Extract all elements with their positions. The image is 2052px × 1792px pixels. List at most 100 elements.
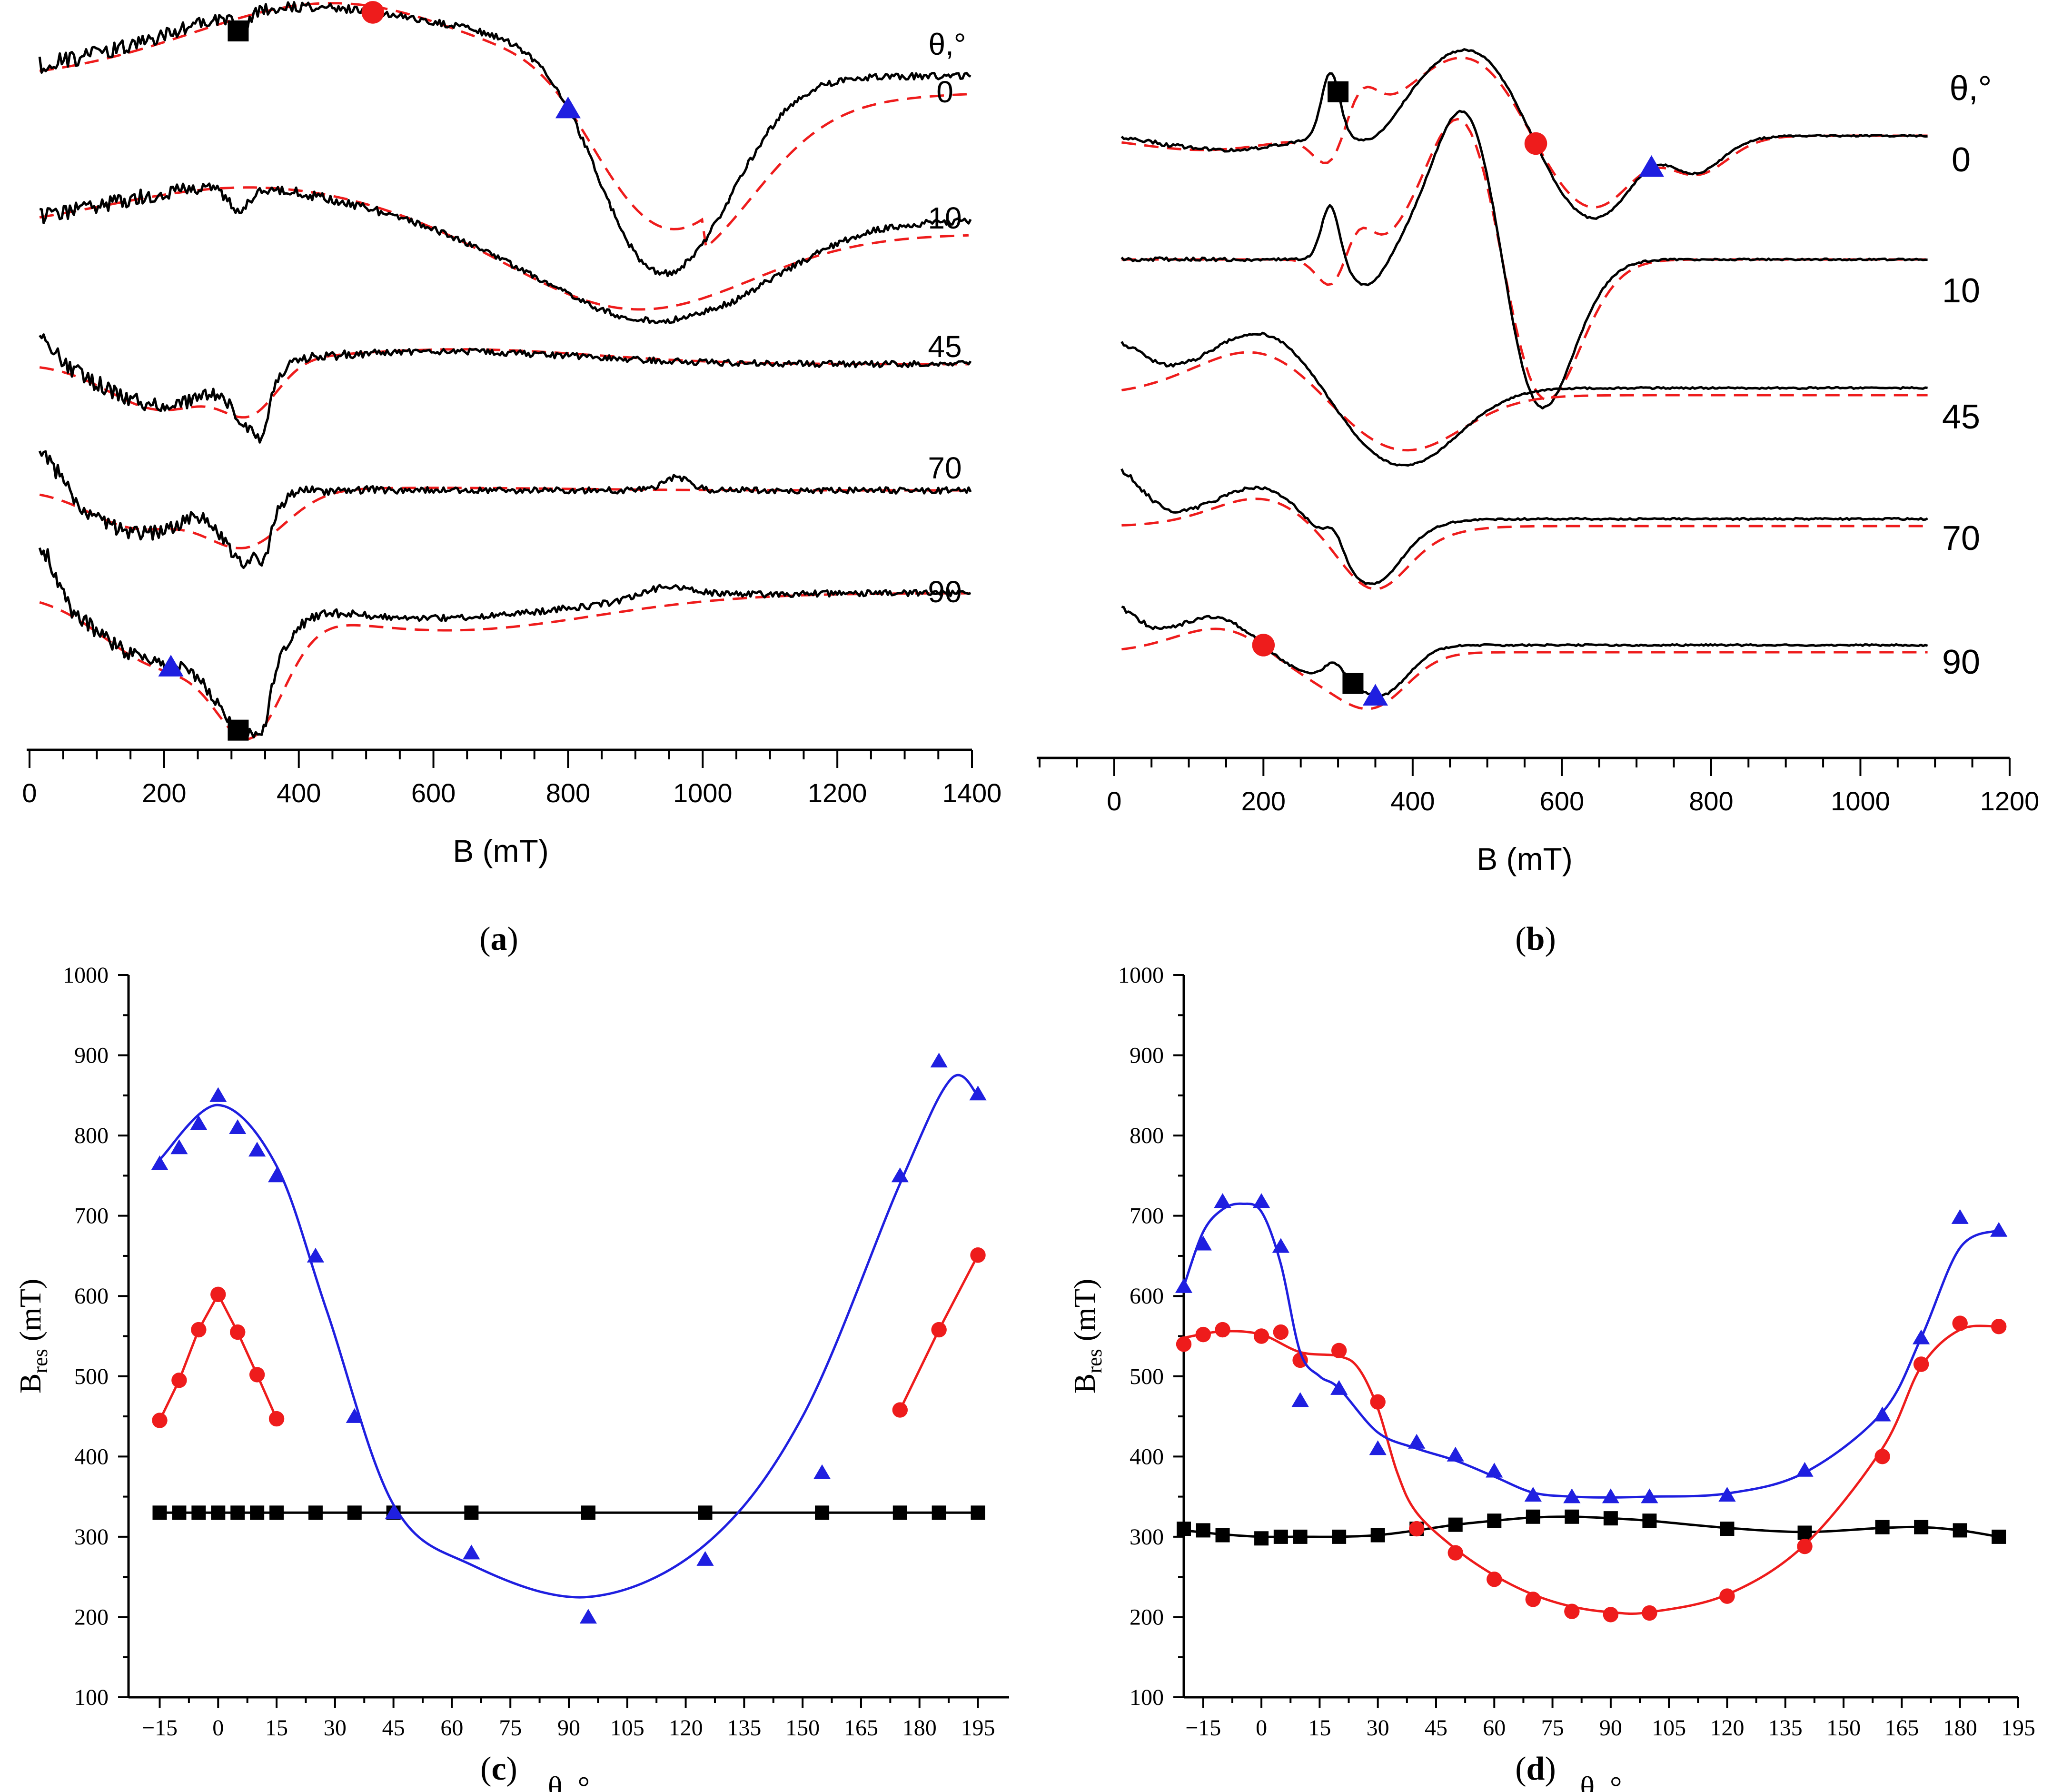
x-tick-label: 60	[440, 1715, 463, 1741]
data-point-triangle	[813, 1464, 831, 1479]
data-point-triangle	[1563, 1488, 1581, 1503]
data-point-square	[1526, 1509, 1540, 1524]
y-axis-label: Bres (mT)	[13, 1279, 52, 1394]
x-tick-label: 195	[2001, 1715, 2035, 1741]
data-point-triangle	[1641, 1488, 1658, 1503]
x-tick-label: 0	[22, 778, 37, 808]
line-marker-square-black	[1342, 673, 1364, 694]
experimental-spectrum-45	[1120, 331, 1928, 467]
x-axis-label: θ, °	[1580, 1770, 1622, 1792]
simulated-spectrum-0	[1121, 56, 1928, 209]
simulated-spectrum-45	[1121, 351, 1928, 452]
panel-a-epr-spectra: 0 200 400 600 800 1000 1200 1400 B (mT) θ,° 0 10 45 7…	[22, 1, 1001, 957]
x-tick-label: 75	[1541, 1715, 1564, 1741]
data-point-square	[1603, 1511, 1618, 1526]
data-point-circle	[1370, 1394, 1386, 1410]
line-marker-triangle-blue	[158, 655, 184, 677]
x-axis-label: θ, °	[548, 1770, 590, 1792]
data-point-square	[1797, 1525, 1812, 1540]
data-point-triangle	[891, 1167, 909, 1183]
data-point-circle	[1991, 1319, 2007, 1334]
line-marker-circle-red	[1524, 132, 1547, 155]
y-tick-label: 200	[1130, 1604, 1164, 1630]
data-point-square	[1332, 1529, 1347, 1544]
spectrum-angle-label: 90	[1942, 643, 1980, 681]
data-point-triangle	[1369, 1440, 1387, 1455]
x-tick-label: 45	[382, 1715, 405, 1741]
data-point-triangle	[170, 1139, 188, 1155]
data-point-circle	[249, 1367, 265, 1383]
x-tick-label: 0	[1107, 786, 1121, 816]
data-point-triangle	[346, 1408, 363, 1423]
x-tick-label: 165	[844, 1715, 878, 1741]
line-marker-triangle-blue	[1638, 155, 1665, 177]
data-point-circle	[171, 1373, 187, 1388]
simulated-spectrum-0	[39, 2, 969, 250]
data-point-circle	[931, 1322, 947, 1338]
y-tick-label: 600	[74, 1284, 109, 1309]
data-point-square	[1448, 1517, 1463, 1532]
x-tick-label: 90	[1599, 1715, 1622, 1741]
x-tick-label: 1200	[808, 778, 867, 808]
y-tick-label: 600	[1130, 1284, 1164, 1309]
data-point-square	[152, 1505, 167, 1520]
data-point-circle	[1564, 1603, 1580, 1619]
experimental-spectrum-70	[38, 450, 972, 569]
data-point-triangle	[1913, 1329, 1930, 1344]
data-point-circle	[1874, 1449, 1890, 1464]
data-point-square	[1254, 1531, 1269, 1546]
data-point-circle	[970, 1247, 986, 1263]
data-point-square	[1720, 1522, 1735, 1536]
line-marker-triangle-blue	[555, 96, 581, 119]
x-axis-label: B (mT)	[1477, 841, 1573, 876]
x-tick-label: 600	[411, 778, 456, 808]
y-tick-label: 700	[1130, 1204, 1164, 1229]
data-point-triangle	[696, 1551, 714, 1566]
spectrum-angle-label: 70	[928, 451, 962, 485]
spectrum-angle-label: 0	[936, 75, 953, 109]
x-tick-label: 400	[1390, 786, 1435, 816]
theta-header: θ,°	[929, 27, 966, 61]
data-point-square	[892, 1505, 907, 1520]
simulated-spectrum-70	[1121, 498, 1928, 590]
y-tick-label: 900	[1130, 1043, 1164, 1068]
data-point-square	[269, 1505, 284, 1520]
x-tick-label: 195	[961, 1715, 995, 1741]
simulated-spectrum-45	[39, 348, 969, 419]
data-point-circle	[1797, 1538, 1813, 1554]
data-point-triangle	[1252, 1193, 1270, 1208]
data-point-circle	[1952, 1315, 1968, 1331]
data-point-square	[698, 1505, 713, 1520]
data-point-square	[1487, 1513, 1502, 1528]
y-axis-label: Bres (mT)	[1068, 1279, 1106, 1394]
data-point-triangle	[1330, 1380, 1348, 1395]
data-point-square	[211, 1505, 226, 1520]
data-point-square	[971, 1505, 985, 1520]
data-point-circle	[230, 1324, 246, 1340]
data-point-circle	[268, 1411, 285, 1427]
y-tick-label: 400	[1130, 1444, 1164, 1469]
data-point-triangle	[209, 1087, 227, 1102]
y-tick-label: 300	[74, 1524, 109, 1550]
y-tick-label: 1000	[63, 963, 109, 988]
panel-b-epr-spectra: 0 200 400 600 800 1000 1200 B (mT) θ,° 0 10 45 70 90 (…	[1037, 48, 2039, 957]
data-point-square	[464, 1505, 479, 1520]
data-point-circle	[892, 1402, 908, 1418]
data-point-square	[347, 1505, 362, 1520]
x-tick-label: 120	[669, 1715, 703, 1741]
data-point-circle	[1176, 1336, 1192, 1352]
spectrum-angle-label: 10	[1942, 272, 1980, 310]
data-point-triangle	[1602, 1488, 1619, 1503]
y-tick-label: 200	[74, 1604, 109, 1630]
experimental-spectrum-70	[1120, 468, 1928, 586]
data-point-square	[1875, 1520, 1890, 1534]
x-tick-label: 45	[1425, 1715, 1447, 1741]
y-tick-label: 500	[1130, 1364, 1164, 1389]
data-point-triangle	[151, 1155, 169, 1170]
panel-c-resonance-field-plot: 100 200 300 400 500 600 700 800 900 1000 −15 0 15 30 4…	[13, 963, 1009, 1792]
series-triangle-blue	[151, 1053, 987, 1624]
theta-header: θ,°	[1950, 70, 1992, 108]
x-tick-label: 0	[212, 1715, 224, 1741]
data-point-square	[191, 1505, 206, 1520]
y-tick-label: 1000	[1118, 963, 1164, 988]
